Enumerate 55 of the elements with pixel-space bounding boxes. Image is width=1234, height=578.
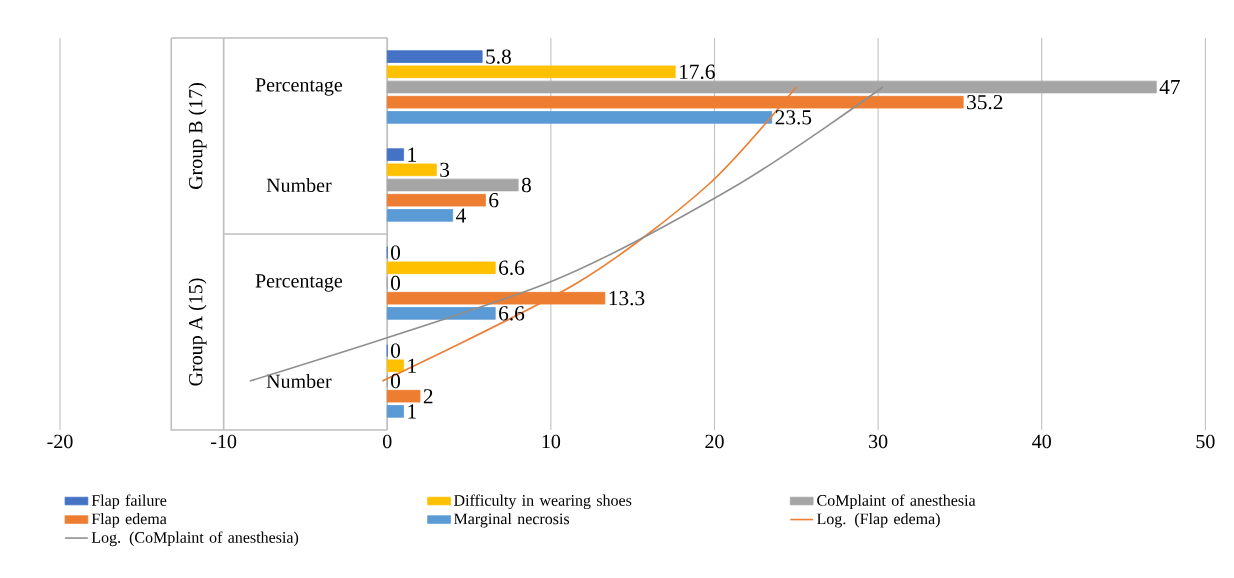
y-tick-label: Number <box>266 373 332 389</box>
x-tick-label: -20 <box>47 434 73 449</box>
x-tick-label: 30 <box>869 434 888 449</box>
bar <box>386 291 606 305</box>
x-tick-label: -10 <box>211 434 237 449</box>
data-label: 0 <box>390 373 401 389</box>
data-label: 3 <box>440 162 450 177</box>
data-label: 35.2 <box>967 94 1003 110</box>
bar <box>386 178 519 192</box>
data-label: 17.6 <box>680 64 715 80</box>
data-label: 2 <box>423 389 433 404</box>
bar <box>386 65 676 79</box>
bar <box>386 389 421 403</box>
legend-label: CoMplaint of anesthesia <box>817 494 976 510</box>
x-tick-label: 10 <box>542 434 561 449</box>
data-label: 8 <box>521 177 531 193</box>
data-label: 6.6 <box>499 306 525 321</box>
y-tick-label: Number <box>266 177 332 193</box>
x-tick-label: 0 <box>383 434 392 449</box>
legend-label: Log. (Flap edema) <box>817 513 940 528</box>
data-label: 13.3 <box>609 290 645 306</box>
x-tick-label: 20 <box>705 434 724 449</box>
legend-label: Flap edema <box>91 513 167 528</box>
data-label: 47 <box>1159 80 1180 95</box>
legend-label: Difficulty in wearing shoes <box>453 494 632 510</box>
x-tick-label: 50 <box>1196 434 1215 449</box>
data-label: 0 <box>390 275 401 291</box>
bar <box>386 111 773 124</box>
data-label: 0 <box>390 245 401 260</box>
annotation: Group A (15) <box>188 278 207 386</box>
bar <box>386 405 405 418</box>
y-tick-label: Percentage <box>255 78 343 96</box>
data-label: 1 <box>408 147 416 162</box>
y-tick-label: Percentage <box>255 274 343 292</box>
legend-label: Log. (CoMplaint of anesthesia) <box>91 531 299 547</box>
bar <box>386 50 483 63</box>
x-tick-label: 40 <box>1032 434 1051 449</box>
data-label: 4 <box>456 208 466 223</box>
annotation: Group B (17) <box>188 83 207 190</box>
bar <box>386 307 496 320</box>
bar <box>386 209 454 222</box>
data-label: 0 <box>390 343 401 358</box>
bar <box>386 193 486 207</box>
bar <box>386 261 496 275</box>
data-label: 5.8 <box>486 49 511 64</box>
bar <box>386 163 437 177</box>
data-label: 23.5 <box>775 110 812 125</box>
legend-label: Flap failure <box>91 494 167 510</box>
data-label: 6.6 <box>499 260 525 276</box>
bar <box>386 148 405 161</box>
data-label: 1 <box>408 404 416 419</box>
bar <box>386 359 405 373</box>
data-label: 6 <box>489 193 499 208</box>
bar <box>386 80 1157 94</box>
legend-label: Marginal necrosis <box>453 513 570 528</box>
